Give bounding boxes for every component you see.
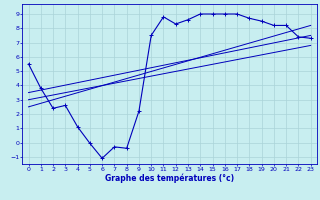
- X-axis label: Graphe des températures (°c): Graphe des températures (°c): [105, 174, 234, 183]
